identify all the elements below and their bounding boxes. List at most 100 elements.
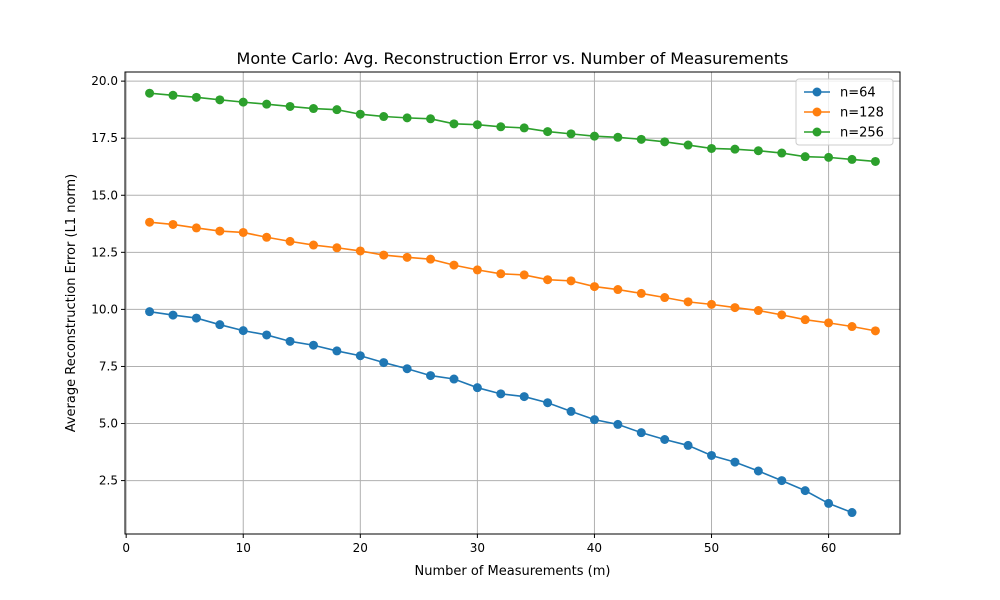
legend-label: n=128 — [840, 106, 884, 121]
data-point — [777, 476, 787, 486]
x-tick-label: 30 — [470, 541, 485, 555]
data-point — [543, 127, 553, 137]
data-point — [285, 336, 295, 346]
data-point — [402, 113, 412, 123]
data-point — [191, 92, 201, 102]
legend-box — [795, 78, 894, 146]
data-point — [308, 240, 318, 250]
data-point — [753, 466, 763, 476]
series-n=64 — [145, 307, 857, 518]
data-point — [707, 299, 717, 309]
data-point — [683, 140, 693, 150]
data-point — [496, 269, 506, 279]
data-point — [800, 486, 810, 496]
data-point — [543, 398, 553, 408]
data-point — [238, 97, 248, 107]
y-tick-label: 5.0 — [99, 417, 118, 431]
y-axis-label: Average Reconstruction Error (L1 norm) — [64, 174, 79, 433]
y-tick-label: 7.5 — [99, 359, 118, 373]
data-point — [566, 129, 576, 139]
data-point — [285, 101, 295, 111]
data-point — [449, 260, 459, 270]
data-point — [426, 114, 436, 124]
data-point — [168, 310, 178, 320]
chart-title: Monte Carlo: Avg. Reconstruction Error v… — [237, 49, 789, 68]
data-point — [215, 320, 225, 330]
data-point — [449, 119, 459, 129]
data-point — [730, 457, 740, 467]
data-point — [191, 313, 201, 323]
data-point — [355, 351, 365, 361]
grid — [125, 72, 900, 534]
data-point — [191, 223, 201, 233]
data-point — [215, 226, 225, 236]
x-tick-label: 20 — [353, 541, 368, 555]
series-n=128 — [145, 217, 880, 336]
data-point — [683, 440, 693, 450]
data-point — [238, 227, 248, 237]
data-point — [636, 428, 646, 438]
data-point — [613, 419, 623, 429]
legend-marker — [812, 127, 822, 137]
y-tick-label: 2.5 — [99, 474, 118, 488]
data-point — [355, 246, 365, 256]
data-point — [566, 406, 576, 416]
data-point — [285, 236, 295, 246]
data-point — [379, 358, 389, 368]
data-point — [379, 250, 389, 260]
data-point — [332, 105, 342, 115]
x-axis-label: Number of Measurements (m) — [415, 564, 611, 579]
data-point — [308, 340, 318, 350]
data-point — [262, 330, 272, 340]
legend-marker — [812, 87, 822, 97]
data-point — [496, 389, 506, 399]
data-point — [660, 435, 670, 444]
data-point — [543, 275, 553, 285]
data-point — [402, 364, 412, 374]
data-point — [707, 143, 717, 153]
data-point — [168, 219, 178, 229]
data-point — [753, 146, 763, 156]
y-tick-label: 10.0 — [91, 302, 118, 316]
data-point — [519, 123, 529, 133]
data-point — [449, 374, 459, 384]
x-tick-label: 10 — [236, 541, 251, 555]
x-tick-label: 60 — [821, 541, 836, 555]
x-tick-label: 50 — [704, 541, 719, 555]
series-n=256 — [145, 88, 880, 166]
data-point — [613, 285, 623, 295]
data-point — [636, 288, 646, 298]
data-point — [519, 392, 529, 402]
data-point — [707, 450, 717, 460]
x-tick-label: 0 — [122, 541, 130, 555]
data-point — [777, 148, 787, 158]
data-point — [847, 322, 857, 332]
data-point — [589, 131, 599, 141]
y-tick-label: 20.0 — [91, 74, 118, 88]
data-point — [589, 282, 599, 292]
data-point — [355, 109, 365, 119]
data-point — [519, 270, 529, 280]
data-point — [262, 99, 272, 109]
y-tick-label: 15.0 — [91, 188, 118, 202]
x-tick-label: 40 — [587, 541, 602, 555]
data-point — [262, 232, 272, 242]
data-point — [730, 144, 740, 154]
data-point — [145, 307, 155, 317]
data-point — [215, 95, 225, 105]
legend-marker — [812, 107, 822, 117]
data-point — [753, 306, 763, 316]
data-point — [472, 120, 482, 130]
plot-series — [145, 88, 880, 518]
data-point — [730, 303, 740, 313]
data-point — [472, 383, 482, 393]
data-point — [332, 346, 342, 356]
data-point — [870, 326, 880, 336]
data-point — [426, 371, 436, 381]
data-point — [426, 254, 436, 264]
plot-frame — [124, 71, 901, 535]
data-point — [145, 217, 155, 227]
y-tick-label: 17.5 — [91, 131, 118, 145]
data-point — [238, 326, 248, 336]
